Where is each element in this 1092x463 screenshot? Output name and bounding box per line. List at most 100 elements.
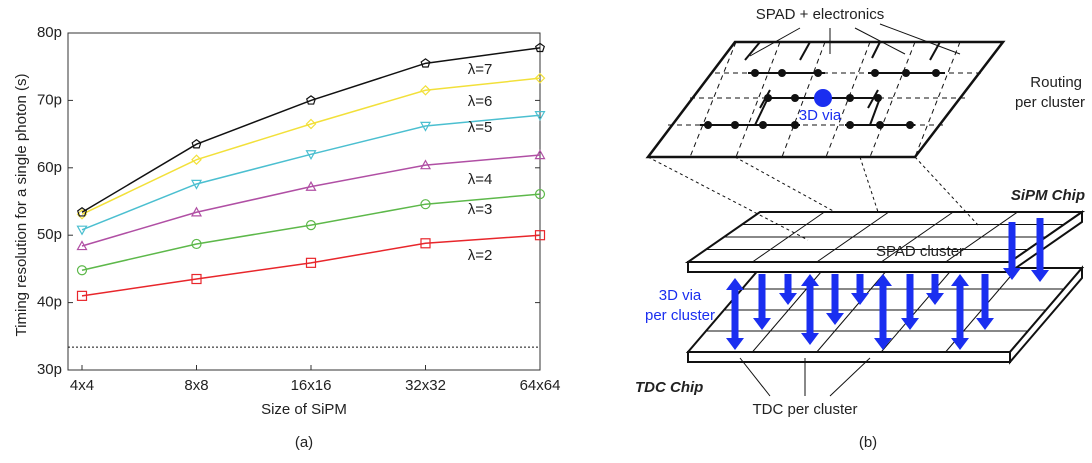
marker: [534, 111, 546, 121]
label: SiPM Chip: [1011, 187, 1085, 204]
marker: [76, 225, 88, 236]
tdc-side: [1009, 265, 1083, 365]
y-axis-label: Timing resolution for a single photon (s…: [13, 74, 30, 337]
series-label: λ=6: [468, 93, 493, 110]
marker: [535, 42, 545, 53]
marker: [77, 207, 87, 217]
via-arrow: [856, 274, 864, 293]
y-tick-label: 70p: [37, 91, 62, 108]
y-tick-label: 80p: [37, 24, 62, 41]
marker: [76, 208, 88, 220]
marker: [534, 230, 546, 241]
label: per cluster: [1015, 94, 1085, 111]
sipm-front: [687, 261, 1011, 273]
projection-lines: [647, 156, 979, 241]
label: 3D via: [659, 287, 702, 304]
marker: [305, 180, 317, 191]
x-tick-label: 16x16: [291, 377, 332, 394]
marker: [305, 150, 317, 161]
via-arrow: [1008, 222, 1016, 268]
label-leaders: [739, 23, 961, 397]
x-tick-label: 64x64: [520, 377, 561, 394]
series-line: [81, 193, 541, 271]
tdc-front: [687, 351, 1011, 363]
via-arrow-head: [926, 293, 944, 305]
via-dot: [814, 89, 832, 107]
marker: [191, 154, 202, 166]
label: SPAD cluster: [876, 243, 964, 260]
label: per cluster: [645, 307, 715, 324]
via-arrow: [731, 290, 739, 338]
marker: [419, 121, 432, 132]
series-label: λ=7: [468, 61, 493, 78]
via-arrow-head: [1003, 268, 1021, 280]
chart-a: Timing resolution for a single photon (s…: [13, 24, 560, 451]
via-arrow: [1036, 218, 1044, 270]
via-arrow-head: [726, 338, 744, 350]
via-arrow: [784, 274, 792, 293]
via-arrow-head: [1031, 270, 1049, 282]
x-axis-label: Size of SiPM: [261, 401, 347, 418]
marker: [190, 206, 203, 217]
marker: [420, 84, 431, 96]
marker: [534, 72, 546, 84]
marker: [534, 149, 546, 160]
via-arrow: [956, 286, 964, 338]
x-tick-label: 8x8: [184, 377, 208, 394]
series-line: [81, 47, 541, 213]
marker: [305, 219, 317, 231]
via-arrow-head: [753, 318, 771, 330]
marker: [420, 58, 431, 68]
diagram-b: [645, 23, 1086, 397]
diagram-labels: SPAD + electronics Routing per cluster 3…: [635, 6, 1085, 451]
via-arrow: [806, 286, 814, 333]
x-tick-label: 4x4: [70, 377, 94, 394]
series-label: λ=4: [468, 171, 493, 188]
via-arrow: [831, 274, 839, 313]
via-arrow: [981, 274, 989, 318]
via-arrow: [758, 274, 766, 318]
via-arrow: [906, 274, 914, 318]
via-arrow-head: [801, 333, 819, 345]
via-arrow-head: [726, 278, 744, 290]
x-tick-label: 32x32: [405, 377, 446, 394]
marker: [305, 257, 317, 268]
via-arrow-head: [976, 318, 994, 330]
caption: (b): [859, 434, 877, 451]
series-line: [81, 77, 541, 215]
via-arrow: [879, 286, 887, 338]
marker: [76, 240, 88, 251]
marker: [420, 238, 431, 249]
via-arrow-head: [801, 274, 819, 286]
series-label: λ=2: [468, 247, 493, 264]
spad-dots: [704, 69, 940, 129]
series-line: [81, 234, 541, 297]
series-line: [81, 114, 541, 231]
via-arrow-head: [951, 338, 969, 350]
via-arrow-head: [874, 274, 892, 286]
label: TDC per cluster: [752, 401, 857, 418]
label: Routing: [1030, 74, 1082, 91]
y-tick-label: 40p: [37, 294, 62, 311]
y-tick-label: 30p: [37, 361, 62, 378]
series-line: [81, 154, 541, 247]
routing: [700, 41, 945, 126]
via-arrow-head: [826, 313, 844, 325]
via-arrow-head: [851, 293, 869, 305]
label: SPAD + electronics: [756, 6, 885, 23]
marker: [420, 199, 431, 210]
plot-frame: [67, 32, 541, 371]
marker: [191, 138, 202, 149]
via-arrow-head: [901, 318, 919, 330]
y-tick-label: 50p: [37, 226, 62, 243]
marker: [306, 95, 316, 105]
series-label: λ=3: [468, 201, 493, 218]
via-arrow-head: [779, 293, 797, 305]
label: TDC Chip: [635, 379, 703, 396]
via-arrow-head: [874, 338, 892, 350]
marker: [191, 273, 202, 285]
marker: [419, 159, 432, 170]
marker: [191, 238, 202, 250]
marker: [305, 118, 317, 130]
